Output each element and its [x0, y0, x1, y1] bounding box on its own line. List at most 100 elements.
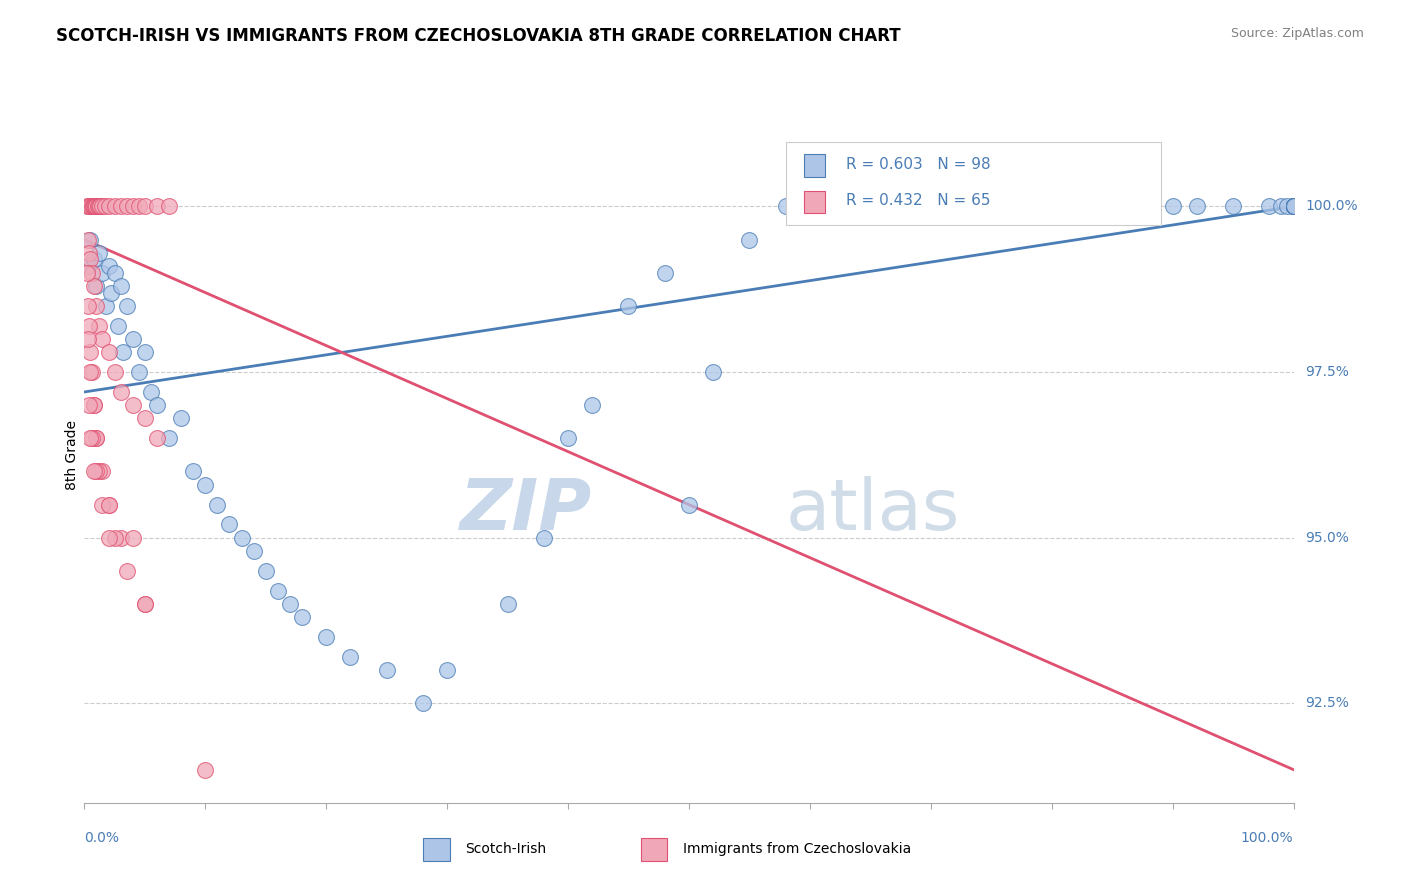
Point: [79, 431, 101, 445]
Point: [76, 199, 98, 213]
Point: [1282, 199, 1305, 213]
Point: [859, 199, 882, 213]
Point: [412, 697, 434, 711]
Point: [86, 299, 108, 313]
Point: [115, 564, 138, 578]
Point: [128, 365, 150, 379]
FancyBboxPatch shape: [804, 154, 825, 177]
Point: [97, 259, 120, 273]
Point: [112, 345, 135, 359]
Text: ZIP: ZIP: [460, 476, 592, 545]
Point: [134, 345, 156, 359]
Point: [291, 610, 314, 624]
Point: [110, 384, 132, 399]
Text: atlas: atlas: [786, 476, 960, 545]
Point: [1161, 199, 1184, 213]
Point: [110, 531, 132, 545]
Point: [79, 365, 101, 379]
Point: [920, 199, 942, 213]
Point: [79, 199, 101, 213]
Text: 95.0%: 95.0%: [1306, 531, 1350, 545]
Point: [97, 531, 120, 545]
Point: [77, 199, 100, 213]
Point: [1282, 199, 1305, 213]
Point: [170, 411, 193, 425]
Point: [436, 663, 458, 677]
Point: [1185, 199, 1208, 213]
Point: [87, 465, 110, 479]
Point: [823, 199, 845, 213]
Y-axis label: 8th Grade: 8th Grade: [65, 420, 79, 490]
Point: [157, 431, 180, 445]
Point: [533, 531, 555, 545]
Point: [94, 299, 117, 313]
Point: [134, 199, 156, 213]
Point: [1222, 199, 1244, 213]
Point: [1258, 199, 1281, 213]
Point: [375, 663, 398, 677]
Point: [77, 259, 100, 273]
Text: 100.0%: 100.0%: [1306, 200, 1358, 213]
Point: [80, 431, 103, 445]
Point: [121, 531, 143, 545]
Point: [89, 199, 111, 213]
Point: [654, 266, 676, 280]
Point: [77, 398, 100, 412]
Text: R = 0.603   N = 98: R = 0.603 N = 98: [846, 157, 991, 172]
Point: [678, 498, 700, 512]
Point: [91, 332, 114, 346]
Point: [83, 398, 105, 412]
Point: [146, 431, 169, 445]
Point: [77, 233, 100, 247]
Point: [134, 597, 156, 611]
Point: [1040, 199, 1063, 213]
Point: [77, 245, 100, 260]
Point: [339, 650, 361, 665]
Text: Immigrants from Czechoslovakia: Immigrants from Czechoslovakia: [683, 842, 911, 856]
Point: [77, 299, 100, 313]
Point: [91, 465, 114, 479]
Point: [104, 266, 127, 280]
Text: 100.0%: 100.0%: [1241, 830, 1294, 845]
Point: [1137, 199, 1160, 213]
Point: [91, 266, 114, 280]
Point: [91, 498, 114, 512]
Point: [1282, 199, 1305, 213]
Point: [79, 252, 101, 267]
Point: [82, 199, 104, 213]
Point: [1282, 199, 1305, 213]
Point: [91, 199, 114, 213]
Point: [107, 318, 129, 333]
Point: [146, 398, 169, 412]
Point: [77, 332, 100, 346]
Point: [1282, 199, 1305, 213]
Point: [1282, 199, 1305, 213]
Point: [110, 199, 132, 213]
Point: [86, 199, 108, 213]
Point: [1282, 199, 1305, 213]
Point: [557, 431, 579, 445]
Point: [1017, 199, 1039, 213]
Point: [97, 498, 120, 512]
Point: [581, 398, 603, 412]
Point: [104, 365, 127, 379]
Point: [80, 266, 103, 280]
Point: [315, 630, 337, 644]
Point: [1282, 199, 1305, 213]
Point: [121, 398, 143, 412]
Point: [1282, 199, 1305, 213]
Point: [94, 199, 117, 213]
Point: [83, 398, 105, 412]
Point: [115, 199, 138, 213]
Point: [896, 199, 918, 213]
Point: [1282, 199, 1305, 213]
FancyBboxPatch shape: [423, 838, 450, 861]
Point: [1270, 199, 1292, 213]
Point: [738, 233, 761, 247]
Point: [1282, 199, 1305, 213]
Point: [1282, 199, 1305, 213]
Point: [86, 431, 108, 445]
Point: [146, 199, 169, 213]
Point: [267, 583, 290, 598]
Text: 92.5%: 92.5%: [1306, 697, 1350, 710]
